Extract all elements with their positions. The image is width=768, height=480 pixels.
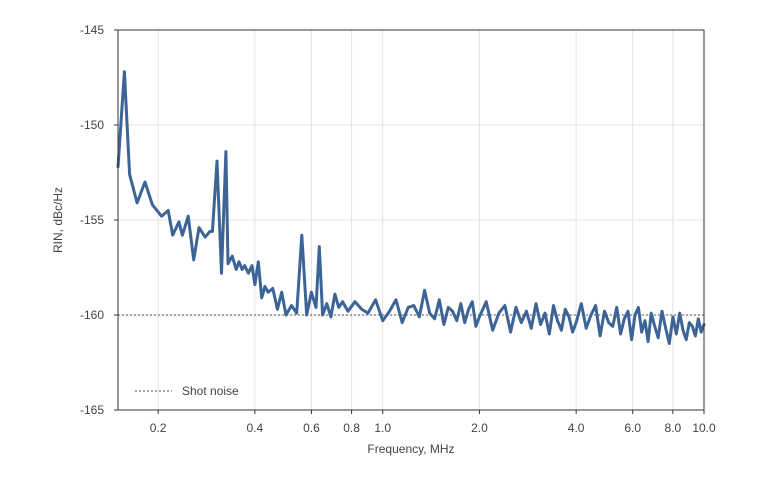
x-tick-label: 0.4 — [247, 421, 264, 435]
y-tick-label: -165 — [80, 403, 104, 417]
y-tick-label: -145 — [80, 23, 104, 37]
y-tick-label: -150 — [80, 118, 104, 132]
x-axis-ticks: 0.2 0.4 0.6 0.8 1.0 2.0 4.0 6.0 8.0 10.0 — [150, 410, 716, 435]
y-axis-label: RIN, dBc/Hz — [51, 187, 65, 253]
x-axis-label: Frequency, MHz — [367, 442, 454, 456]
x-tick-label: 0.6 — [303, 421, 320, 435]
x-tick-label: 0.8 — [343, 421, 360, 435]
x-tick-label: 6.0 — [624, 421, 641, 435]
y-axis-ticks: -145 -150 -155 -160 -165 — [80, 23, 118, 417]
legend-label-shot-noise: Shot noise — [182, 384, 239, 398]
y-tick-label: -160 — [80, 308, 104, 322]
x-tick-label: 1.0 — [374, 421, 391, 435]
x-tick-label: 0.2 — [150, 421, 167, 435]
x-tick-label: 2.0 — [471, 421, 488, 435]
rin-series-line — [116, 70, 706, 345]
x-tick-label: 10.0 — [692, 421, 716, 435]
y-tick-label: -155 — [80, 213, 104, 227]
legend: Shot noise — [135, 384, 239, 398]
x-tick-label: 4.0 — [568, 421, 585, 435]
x-tick-label: 8.0 — [665, 421, 682, 435]
